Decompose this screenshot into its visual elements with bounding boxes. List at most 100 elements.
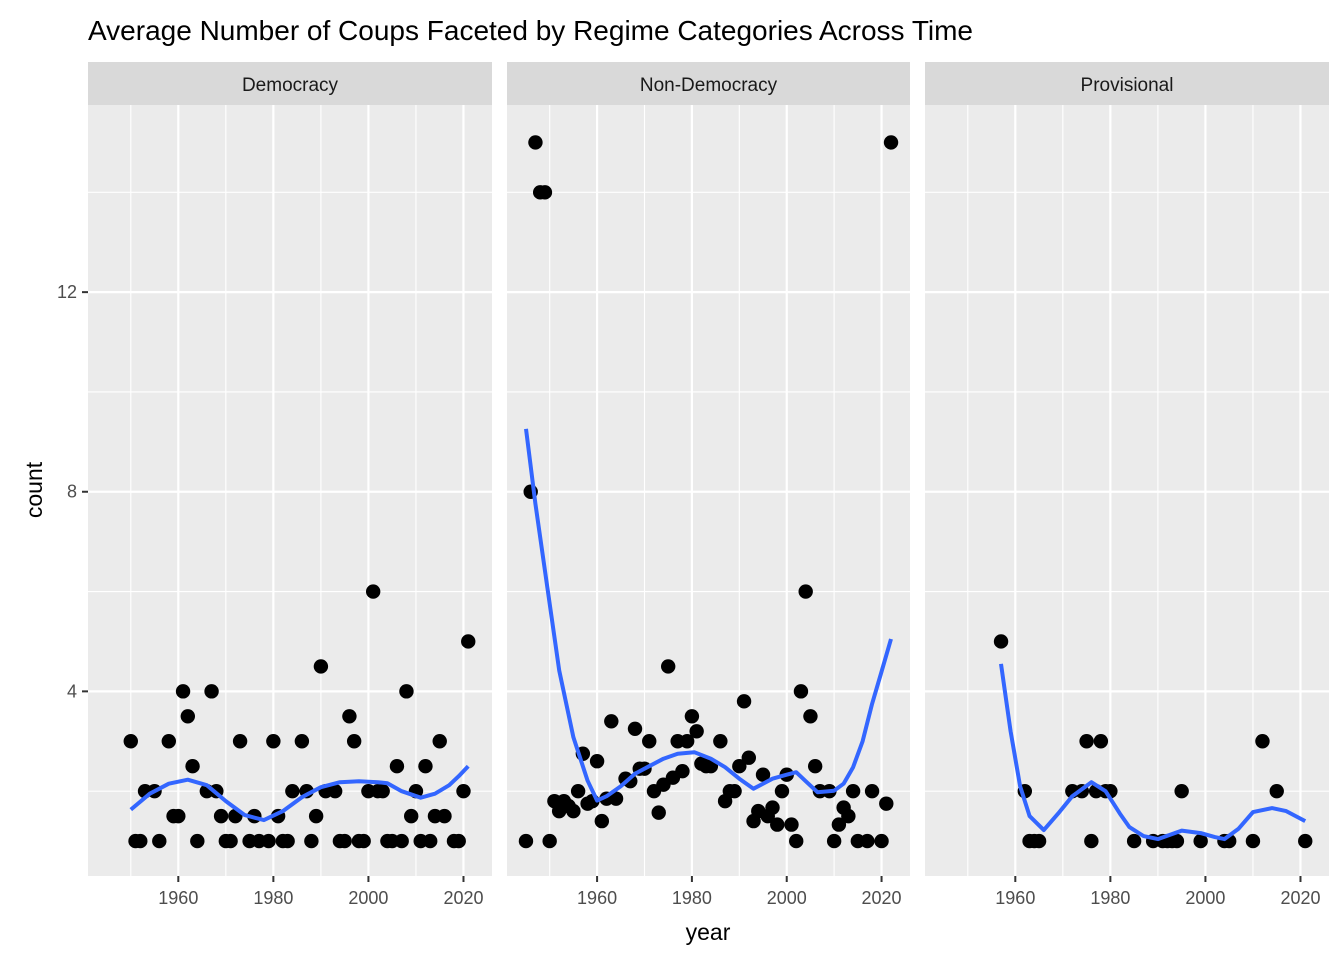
facet-democracy: Democracy 1960 1980 2000 2020 <box>88 62 492 908</box>
data-point <box>623 773 638 789</box>
data-point <box>180 709 196 724</box>
y-tick-label: 4 <box>67 681 77 701</box>
data-point <box>389 759 405 774</box>
facet-strip-label: Non-Democracy <box>640 75 778 96</box>
data-point <box>1084 833 1099 849</box>
data-point <box>337 833 352 849</box>
data-point <box>1193 833 1208 849</box>
data-point <box>304 833 319 849</box>
data-point <box>190 833 205 849</box>
data-point <box>784 817 799 832</box>
data-point <box>831 817 847 832</box>
data-point <box>1269 783 1284 799</box>
data-point <box>589 754 605 769</box>
facet-strip-label: Provisional <box>1081 75 1174 96</box>
data-point <box>213 808 229 824</box>
data-point <box>1255 734 1270 749</box>
y-tick-label: 12 <box>57 282 77 302</box>
data-point <box>732 759 747 774</box>
data-point <box>356 833 371 849</box>
data-point <box>1169 833 1185 849</box>
data-point <box>774 783 790 799</box>
x-tick-label: 1980 <box>672 888 712 908</box>
data-point <box>807 759 823 774</box>
data-point <box>437 808 452 824</box>
data-point <box>346 734 362 749</box>
data-point <box>845 783 861 799</box>
y-axis: 4 8 12 <box>57 282 88 701</box>
data-point <box>765 800 780 815</box>
facet-strip <box>507 62 910 105</box>
data-points <box>518 135 899 849</box>
data-point <box>770 817 785 832</box>
data-point <box>679 734 695 749</box>
x-tick-label: 1980 <box>253 888 293 908</box>
facet-strip-label: Democracy <box>242 75 339 96</box>
data-point <box>461 634 476 649</box>
data-point <box>375 783 390 799</box>
data-point <box>566 803 581 819</box>
data-point <box>342 709 357 724</box>
chart-title: Average Number of Coups Faceted by Regim… <box>88 15 973 46</box>
data-point <box>285 783 300 799</box>
x-tick-label: 2020 <box>443 888 483 908</box>
data-point <box>294 734 310 749</box>
data-point <box>456 783 471 799</box>
data-point <box>171 808 186 824</box>
data-point <box>879 796 894 811</box>
data-point <box>418 759 433 774</box>
data-point <box>789 833 804 849</box>
x-tick-label: 2000 <box>348 888 388 908</box>
data-point <box>570 783 586 799</box>
data-point <box>133 833 148 849</box>
panel-background <box>88 105 492 876</box>
data-point <box>175 684 191 699</box>
data-point <box>627 721 643 736</box>
data-point <box>727 783 742 799</box>
data-point <box>736 694 752 709</box>
data-point <box>684 709 700 724</box>
data-point <box>1245 833 1261 849</box>
x-tick-label: 2020 <box>1280 888 1320 908</box>
data-point <box>266 734 281 749</box>
data-point <box>594 813 610 829</box>
data-point <box>399 684 414 699</box>
data-point <box>1093 734 1109 749</box>
facet-strip <box>925 62 1329 105</box>
data-point <box>152 833 167 849</box>
data-point <box>713 734 728 749</box>
data-point <box>404 808 419 824</box>
data-point <box>883 135 899 150</box>
data-point <box>755 767 771 782</box>
data-point <box>798 584 813 599</box>
data-point <box>451 833 466 849</box>
data-point <box>161 734 176 749</box>
panel-background <box>925 105 1329 876</box>
y-tick-label: 8 <box>67 482 77 502</box>
y-axis-title: count <box>21 461 47 518</box>
x-tick-label: 1960 <box>158 888 198 908</box>
data-point <box>642 734 657 749</box>
data-point <box>860 833 875 849</box>
data-point <box>1126 833 1142 849</box>
facet-non-democracy: Non-Democracy 1960 1980 2000 2020 <box>507 62 910 908</box>
data-point <box>793 684 809 699</box>
data-point <box>675 764 690 779</box>
data-point <box>537 185 553 200</box>
loess-smooth-line <box>999 663 1307 842</box>
data-point <box>261 833 276 849</box>
data-point <box>1298 833 1313 849</box>
data-point <box>1031 833 1047 849</box>
x-tick-label: 2000 <box>1185 888 1225 908</box>
data-point <box>432 734 447 749</box>
data-point <box>308 808 324 824</box>
x-axis-title: year <box>686 919 731 945</box>
data-point <box>232 734 248 749</box>
data-point <box>661 659 676 674</box>
x-tick-label: 2000 <box>767 888 807 908</box>
data-point <box>518 833 534 849</box>
data-points <box>123 584 476 849</box>
data-point <box>604 714 619 729</box>
data-point <box>313 659 329 674</box>
